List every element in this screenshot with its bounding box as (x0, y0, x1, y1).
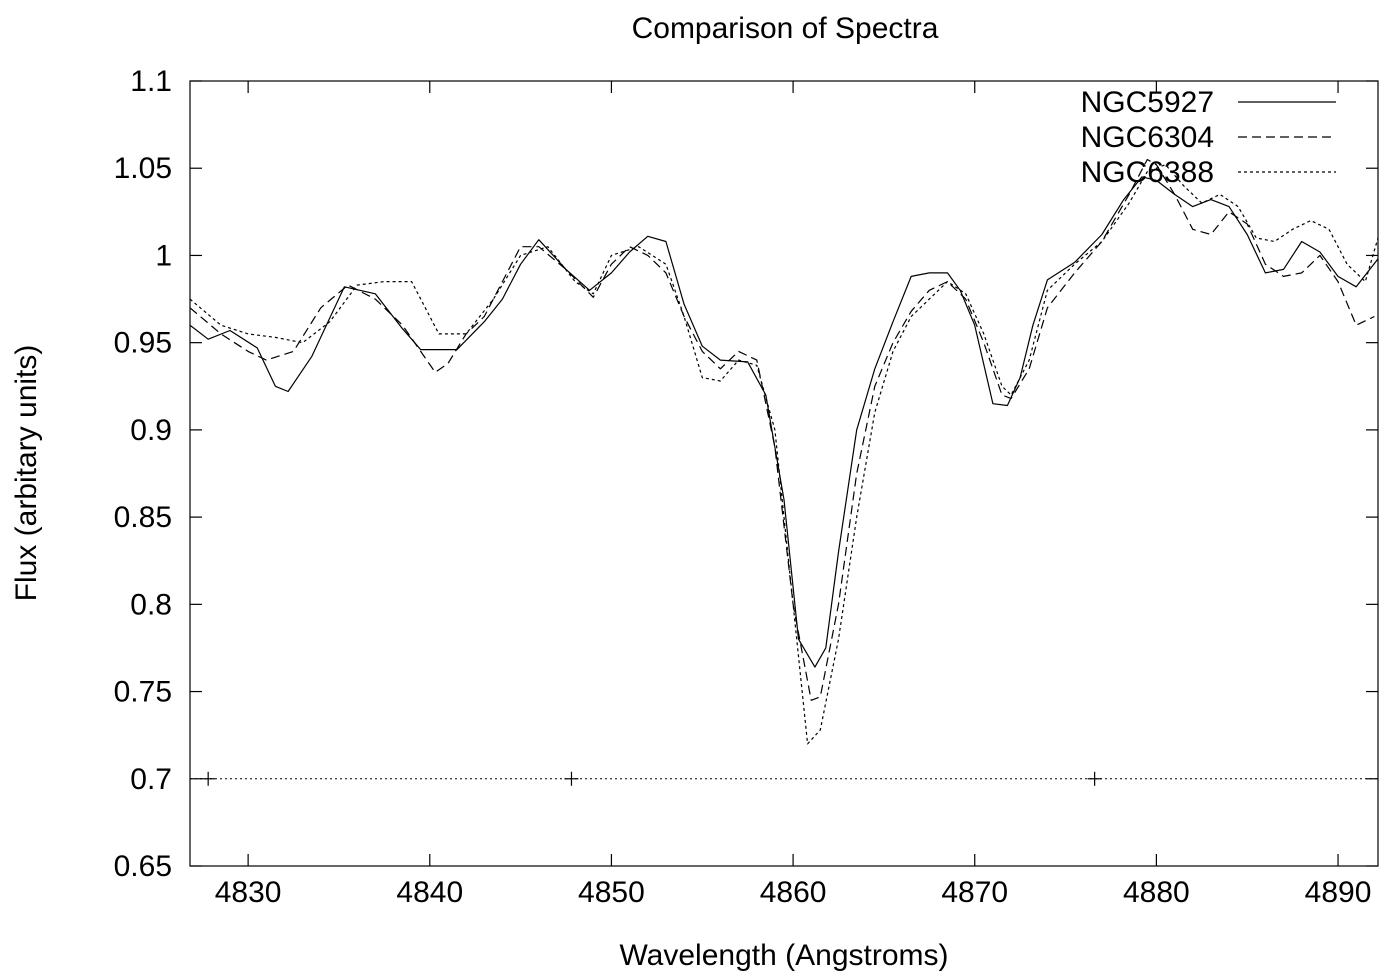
x-tick-label: 4880 (1123, 876, 1190, 909)
y-tick-label: 0.9 (130, 414, 172, 447)
legend-label: NGC6388 (1081, 156, 1214, 189)
x-axis-label: Wavelength (Angstroms) (619, 939, 948, 972)
x-tick-label: 4870 (941, 876, 1008, 909)
x-tick-label: 4890 (1305, 876, 1372, 909)
y-tick-label: 0.65 (114, 850, 172, 883)
y-tick-label: 1 (155, 239, 172, 272)
series-line-ngc6304 (190, 158, 1375, 701)
legend-label: NGC6304 (1081, 121, 1214, 154)
series-line-ngc6388 (190, 164, 1378, 745)
x-tick-label: 4860 (760, 876, 827, 909)
x-tick-label: 4830 (215, 876, 282, 909)
series-line-ngc5927 (190, 176, 1378, 668)
y-axis-label: Flux (arbitary units) (10, 345, 43, 602)
legend-label: NGC5927 (1081, 86, 1214, 119)
y-tick-label: 1.05 (114, 152, 172, 185)
y-tick-label: 1.1 (130, 65, 172, 98)
series-layer (190, 158, 1378, 745)
x-tick-label: 4850 (578, 876, 645, 909)
reference-line-layer (190, 771, 1378, 786)
y-tick-label: 0.95 (114, 327, 172, 360)
ticks-layer: 4830 4840 4850 4860 4870 4880 4890 0.65 0.7 0.75 0… (114, 65, 1378, 909)
x-tick-label: 4840 (396, 876, 463, 909)
plot-frame (189, 80, 1379, 867)
y-tick-label: 0.7 (130, 763, 172, 796)
y-tick-label: 0.85 (114, 501, 172, 534)
chart-title: Comparison of Spectra (632, 12, 939, 45)
y-tick-label: 0.75 (114, 676, 172, 709)
y-tick-label: 0.8 (130, 588, 172, 621)
